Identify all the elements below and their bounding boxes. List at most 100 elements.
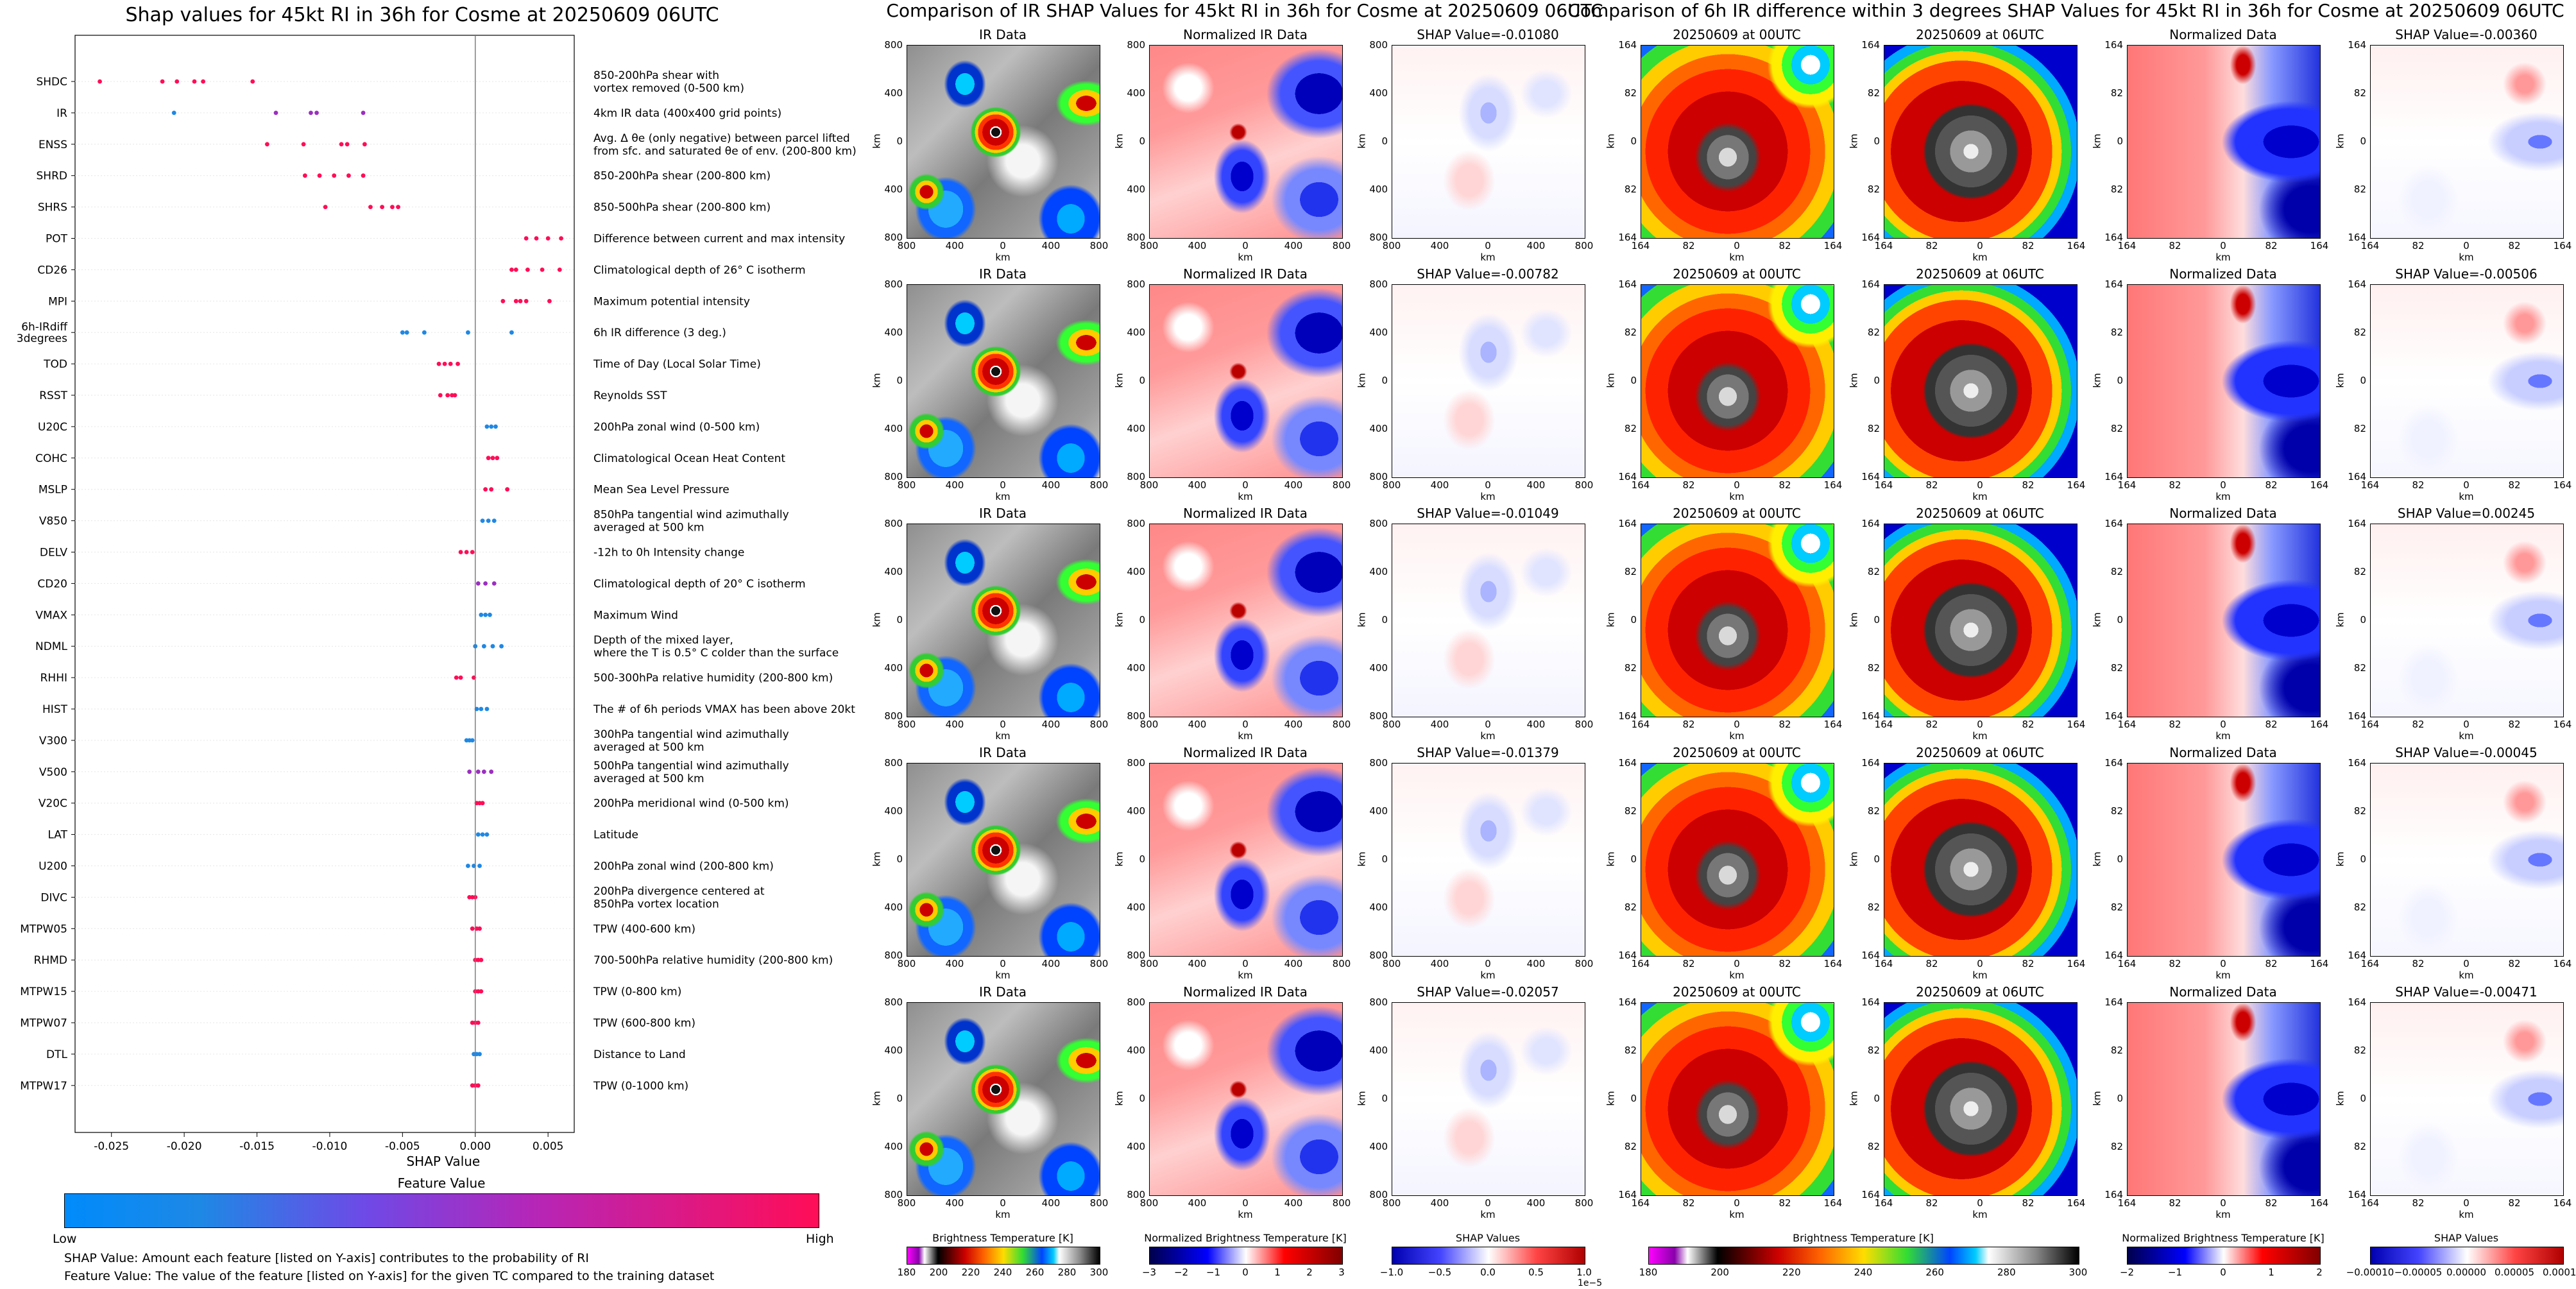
feature-description: Maximum Wind <box>593 609 678 622</box>
y-tick-label: 82 <box>1867 662 1880 674</box>
panel-title: 20250609 at 00UTC <box>1673 27 1801 42</box>
y-axis-label: km <box>871 612 883 627</box>
y-tick-label: 82 <box>2353 662 2366 674</box>
x-tick-label: 164 <box>2067 479 2086 491</box>
y-tick-label: 400 <box>1127 327 1145 338</box>
y-tick-label: 400 <box>884 184 903 195</box>
colorbar <box>907 1247 1100 1265</box>
feature-label: MSLP <box>38 484 67 497</box>
x-tick-label: 164 <box>2117 719 2137 730</box>
x-tick-label: 82 <box>1778 958 1791 969</box>
panel-title: Normalized Data <box>2169 506 2277 521</box>
x-tick-label: 400 <box>1284 479 1303 491</box>
x-tick-label: 800 <box>1139 479 1159 491</box>
y-tick-label: 164 <box>2104 757 2123 769</box>
x-tick-label: 400 <box>1188 719 1207 730</box>
y-tick-label: 800 <box>884 471 903 482</box>
colorbar-tick-label: −1 <box>2167 1267 2183 1278</box>
y-axis-label: km <box>871 851 883 867</box>
x-tick-label: 82 <box>1682 1197 1695 1209</box>
y-tick-label: 82 <box>2353 1045 2366 1056</box>
y-tick-label: 400 <box>1369 901 1388 913</box>
x-tick-label: 82 <box>2022 719 2034 730</box>
colorbar-label: Normalized Brightness Temperature [K] <box>2122 1232 2324 1244</box>
y-tick-label: 0 <box>2117 853 2123 865</box>
x-tick-label: 400 <box>1041 240 1061 252</box>
panel-title: 20250609 at 06UTC <box>1916 27 2044 42</box>
shap-value-title: SHAP Value=-0.00782 <box>1417 266 1559 282</box>
shap-point <box>192 79 197 84</box>
heatmap-panel <box>1149 284 1343 478</box>
x-axis-label: km <box>1729 969 1744 981</box>
x-axis-label: km <box>2459 491 2474 502</box>
colorbar-tick-label: 2 <box>1306 1267 1313 1278</box>
y-tick-label: 82 <box>1624 901 1637 913</box>
y-tick-label: 164 <box>2104 518 2123 529</box>
x-tick-label: 82 <box>1925 719 1938 730</box>
colorbar-tick-label: 0 <box>1242 1267 1249 1278</box>
shap-point <box>301 142 306 147</box>
y-axis-label: km <box>1848 133 1860 149</box>
x-tick-label: 164 <box>2553 479 2572 491</box>
x-axis-label: km <box>1972 1209 1988 1220</box>
y-tick-label: 0 <box>1873 614 1880 626</box>
shap-point <box>470 926 475 931</box>
feature-label: COHC <box>35 452 67 465</box>
x-axis-label: km <box>1238 730 1253 742</box>
x-tick-label: 164 <box>2360 479 2380 491</box>
y-axis-label: km <box>2091 133 2103 149</box>
y-tick-label: 82 <box>1624 1141 1637 1152</box>
panel-title: Normalized Data <box>2169 27 2277 42</box>
x-tick-label: 0 <box>2463 240 2469 252</box>
feature-description: 850hPa tangential wind azimuthally averag… <box>593 509 789 534</box>
shap-point <box>490 644 495 649</box>
panel-title: Normalized Data <box>2169 745 2277 760</box>
shap-point <box>491 518 497 523</box>
x-tick-label: 0 <box>2463 719 2469 730</box>
y-tick-label: 0 <box>896 853 903 865</box>
shap-point <box>509 268 514 272</box>
y-tick-label: 400 <box>1127 662 1145 674</box>
y-axis-label: km <box>1848 851 1860 867</box>
shap-point <box>479 989 484 994</box>
y-tick-label: 800 <box>1369 757 1388 769</box>
feature-description: TPW (0-800 km) <box>593 986 681 998</box>
x-tick-label: 400 <box>1526 1197 1546 1209</box>
y-tick-label: 0 <box>2360 1093 2366 1104</box>
colorbar <box>2127 1247 2321 1265</box>
x-tick-label: 800 <box>1382 240 1401 252</box>
x-tick-label: 800 <box>897 719 916 730</box>
shap-point <box>368 205 373 209</box>
y-tick-label: 400 <box>1369 184 1388 195</box>
x-axis-label: km <box>1972 491 1988 502</box>
x-axis-label: km <box>995 969 1011 981</box>
x-tick-label: 82 <box>2508 240 2521 252</box>
x-tick-label: 0 <box>1977 1197 1983 1209</box>
x-axis-label: km <box>2215 1209 2231 1220</box>
y-tick-label: 82 <box>1624 805 1637 817</box>
y-tick-label: 800 <box>1127 710 1145 722</box>
y-tick-label: 164 <box>1618 996 1637 1008</box>
x-tick-label: 800 <box>1382 1197 1401 1209</box>
x-tick-label: 82 <box>2265 958 2278 969</box>
x-tick-label: 400 <box>1284 719 1303 730</box>
y-tick-label: 400 <box>1127 1141 1145 1152</box>
x-tick-label: 400 <box>1041 1197 1061 1209</box>
heatmap-panel <box>1149 1002 1343 1196</box>
x-tick-label: 800 <box>897 479 916 491</box>
feature-description: Time of Day (Local Solar Time) <box>593 358 761 371</box>
x-tick-label: 164 <box>1874 479 1893 491</box>
x-tick-label: 400 <box>1526 240 1546 252</box>
y-tick-label: 164 <box>1618 757 1637 769</box>
colorbar-tick-label: 1.0 <box>1576 1267 1592 1278</box>
y-axis-label: km <box>871 373 883 388</box>
x-tick-label: 800 <box>1574 479 1594 491</box>
colorbar-tick-label: −3 <box>1141 1267 1157 1278</box>
shap-point <box>470 550 475 554</box>
x-tick-label: 164 <box>1631 958 1650 969</box>
y-tick-label: 82 <box>2110 566 2123 577</box>
panel-title: Normalized IR Data <box>1183 266 1308 282</box>
y-tick-label: 164 <box>1618 950 1637 961</box>
shap-point <box>396 205 400 209</box>
x-tick-label: 800 <box>1332 719 1351 730</box>
